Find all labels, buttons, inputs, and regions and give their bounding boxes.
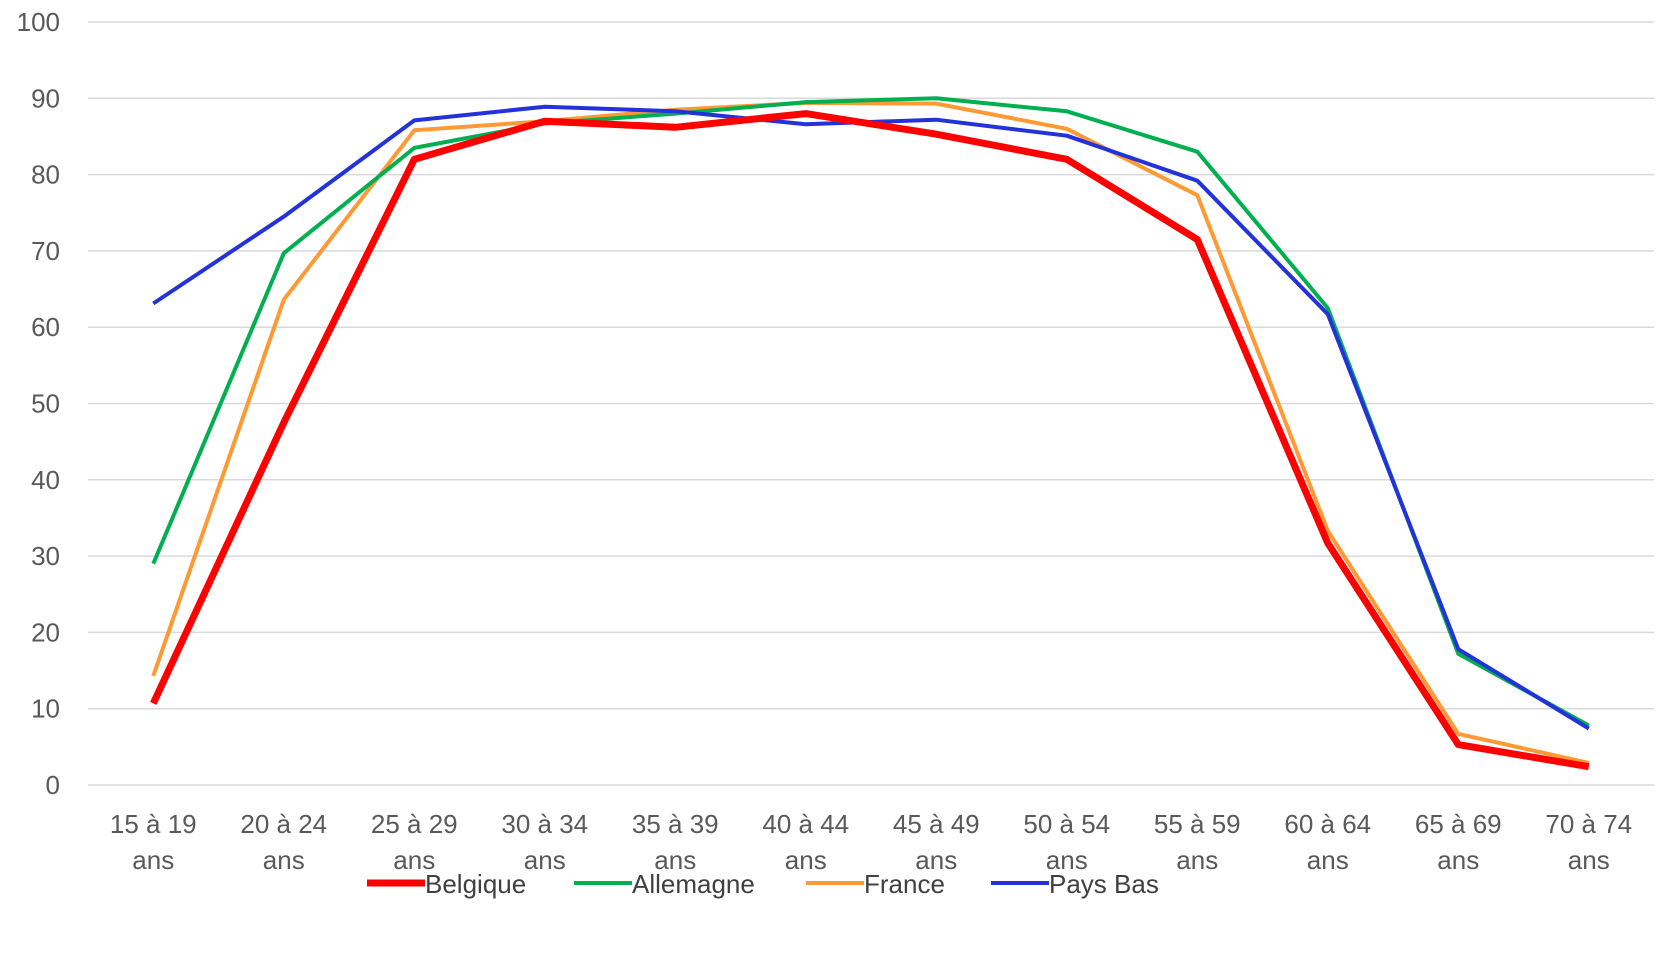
x-tick-label: ans	[132, 845, 174, 875]
legend-item-allemagne: Allemagne	[574, 869, 755, 899]
x-tick-label: ans	[1568, 845, 1610, 875]
legend-item-pays-bas: Pays Bas	[991, 869, 1159, 899]
y-tick-label: 40	[31, 465, 60, 495]
y-tick-label: 20	[31, 617, 60, 647]
gridlines	[88, 21, 1654, 786]
y-tick-label: 70	[31, 236, 60, 266]
x-tick-label: 15 à 19	[110, 809, 197, 839]
y-tick-label: 10	[31, 694, 60, 724]
series-lines	[150, 96, 1590, 771]
x-tick-label: 40 à 44	[762, 809, 849, 839]
x-tick-label: ans	[263, 845, 305, 875]
legend-label: France	[864, 869, 945, 899]
x-tick-label: 30 à 34	[501, 809, 588, 839]
y-tick-label: 100	[17, 7, 60, 37]
legend: Belgique Allemagne France Pays Bas	[367, 869, 1159, 899]
legend-item-france: France	[806, 869, 945, 899]
x-tick-label: 70 à 74	[1545, 809, 1632, 839]
x-axis: 15 à 19 ans 20 à 24 ans 25 à 29 ans 30 à 34 ans…	[110, 809, 1632, 875]
x-tick-label: ans	[524, 845, 566, 875]
x-tick-label: 35 à 39	[632, 809, 719, 839]
x-tick-label: ans	[393, 845, 435, 875]
x-tick-label: 55 à 59	[1154, 809, 1241, 839]
x-tick-label: ans	[915, 845, 957, 875]
x-tick-label: 65 à 69	[1415, 809, 1502, 839]
series-line-belgique	[150, 110, 1590, 771]
x-tick-label: 45 à 49	[893, 809, 980, 839]
x-tick-label: ans	[654, 845, 696, 875]
x-tick-label: 25 à 29	[371, 809, 458, 839]
x-tick-label: ans	[1046, 845, 1088, 875]
series-line-france	[151, 100, 1590, 765]
y-tick-label: 90	[31, 83, 60, 113]
x-tick-label: ans	[785, 845, 827, 875]
legend-label: Belgique	[425, 869, 526, 899]
y-tick-label: 80	[31, 160, 60, 190]
y-tick-label: 60	[31, 312, 60, 342]
x-tick-label: 50 à 54	[1023, 809, 1110, 839]
y-tick-label: 0	[46, 770, 60, 800]
y-tick-label: 50	[31, 389, 60, 419]
x-tick-label: ans	[1437, 845, 1479, 875]
legend-item-belgique: Belgique	[367, 869, 526, 899]
y-axis: 0 10 20 30 40 50 60 70 80 90 100	[17, 7, 60, 800]
x-tick-label: 20 à 24	[240, 809, 327, 839]
y-tick-label: 30	[31, 541, 60, 571]
series-line-pays-bas	[152, 104, 1590, 731]
x-tick-label: 60 à 64	[1284, 809, 1371, 839]
x-tick-label: ans	[1307, 845, 1349, 875]
legend-label: Pays Bas	[1049, 869, 1159, 899]
x-tick-label: ans	[1176, 845, 1218, 875]
legend-label: Allemagne	[632, 869, 755, 899]
